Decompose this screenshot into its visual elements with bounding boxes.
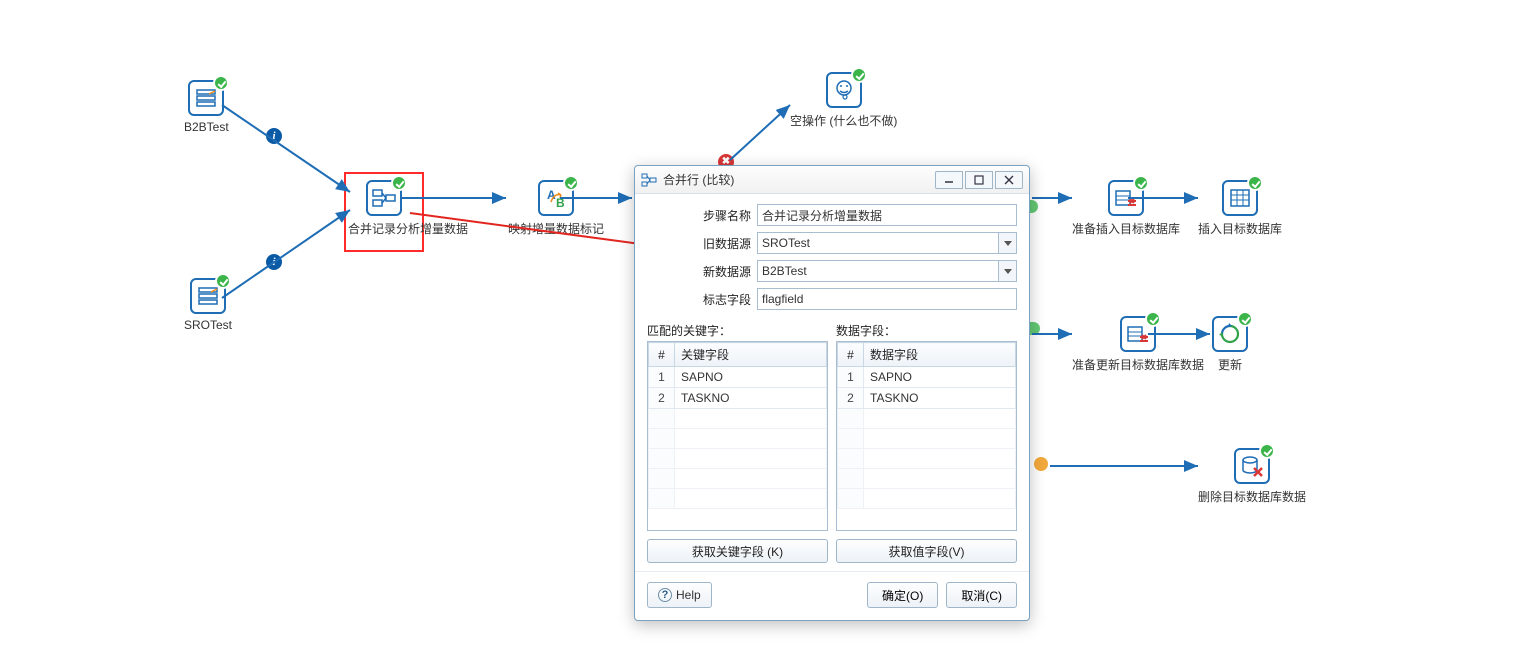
- node-label: 准备插入目标数据库: [1072, 220, 1180, 237]
- node-map[interactable]: AB 映射增量数据标记: [508, 180, 604, 237]
- check-icon: [1237, 311, 1253, 327]
- node-prepupd[interactable]: 准备更新目标数据库数据: [1072, 316, 1204, 373]
- node-insert[interactable]: 插入目标数据库: [1198, 180, 1282, 237]
- dialog-title: 合并行 (比较): [663, 171, 734, 188]
- node-label: 准备更新目标数据库数据: [1072, 356, 1204, 373]
- new-datasource-select[interactable]: B2BTest: [757, 260, 999, 282]
- node-label: B2BTest: [184, 120, 229, 134]
- check-icon: [563, 175, 579, 191]
- cancel-button[interactable]: 取消(C): [946, 582, 1017, 608]
- data-section-title: 数据字段：: [836, 322, 1017, 339]
- key-section-title: 匹配的关键字：: [647, 322, 828, 339]
- table-row: 2TASKNO: [649, 388, 827, 409]
- dialog-titlebar[interactable]: 合并行 (比较): [635, 166, 1029, 194]
- help-button[interactable]: ? Help: [647, 582, 712, 608]
- step-name-input[interactable]: 合并记录分析增量数据: [757, 204, 1017, 226]
- status-indicator: [1034, 457, 1048, 471]
- check-icon: [1259, 443, 1275, 459]
- ok-button[interactable]: 确定(O): [867, 582, 938, 608]
- info-icon: [266, 128, 282, 144]
- check-icon: [391, 175, 407, 191]
- node-delete[interactable]: 删除目标数据库数据: [1198, 448, 1306, 505]
- node-b2btest[interactable]: B2BTest: [184, 80, 229, 134]
- new-datasource-label: 新数据源: [647, 263, 757, 280]
- node-label: 更新: [1212, 356, 1248, 373]
- data-fields-table[interactable]: # 数据字段 1SAPNO 2TASKNO: [836, 341, 1017, 531]
- minimize-button[interactable]: [935, 171, 963, 189]
- maximize-button[interactable]: [965, 171, 993, 189]
- node-label: 合并记录分析增量数据: [348, 220, 420, 237]
- node-update[interactable]: 更新: [1212, 316, 1248, 373]
- node-srotest[interactable]: SROTest: [184, 278, 232, 332]
- check-icon: [851, 67, 867, 83]
- dropdown-icon[interactable]: [999, 232, 1017, 254]
- get-value-fields-button[interactable]: 获取值字段(V): [836, 539, 1017, 563]
- node-label: SROTest: [184, 318, 232, 332]
- get-key-fields-button[interactable]: 获取关键字段 (K): [647, 539, 828, 563]
- node-label: 空操作 (什么也不做): [790, 112, 897, 129]
- dropdown-icon[interactable]: [999, 260, 1017, 282]
- table-row: 1SAPNO: [838, 367, 1016, 388]
- check-icon: [213, 75, 229, 91]
- close-button[interactable]: [995, 171, 1023, 189]
- old-datasource-label: 旧数据源: [647, 235, 757, 252]
- table-row: 2TASKNO: [838, 388, 1016, 409]
- flag-field-input[interactable]: flagfield: [757, 288, 1017, 310]
- node-label: 删除目标数据库数据: [1198, 488, 1306, 505]
- flag-field-label: 标志字段: [647, 291, 757, 308]
- node-label: 插入目标数据库: [1198, 220, 1282, 237]
- etl-canvas[interactable]: B2BTest SROTest 合并记录分析增量数据 AB 映射增量数据标记 空…: [0, 0, 1532, 666]
- check-icon: [1145, 311, 1161, 327]
- node-noop[interactable]: 空操作 (什么也不做): [790, 72, 897, 129]
- node-label: 映射增量数据标记: [508, 220, 604, 237]
- check-icon: [1247, 175, 1263, 191]
- old-datasource-select[interactable]: SROTest: [757, 232, 999, 254]
- check-icon: [1133, 175, 1149, 191]
- help-icon: ?: [658, 588, 672, 602]
- node-prepins[interactable]: 准备插入目标数据库: [1072, 180, 1180, 237]
- node-merge[interactable]: 合并记录分析增量数据: [348, 180, 420, 237]
- check-icon: [215, 273, 231, 289]
- table-row: 1SAPNO: [649, 367, 827, 388]
- merge-rows-dialog[interactable]: 合并行 (比较) 步骤名称 合并记录分析增量数据 旧数据源 SROTest 新数…: [634, 165, 1030, 621]
- info-icon: [266, 254, 282, 270]
- key-fields-table[interactable]: # 关键字段 1SAPNO 2TASKNO: [647, 341, 828, 531]
- step-name-label: 步骤名称: [647, 207, 757, 224]
- merge-icon: [641, 172, 657, 188]
